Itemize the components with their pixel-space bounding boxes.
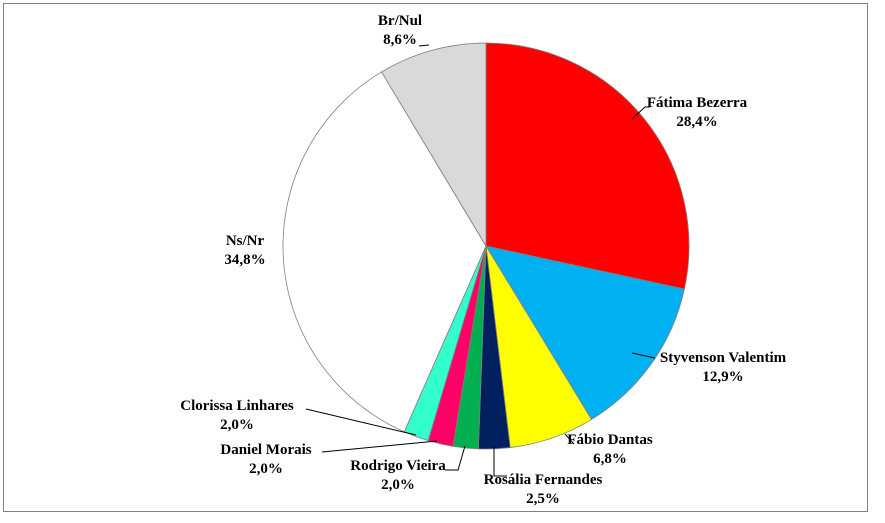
slice-name-daniel-morais: Daniel Morais [220, 442, 311, 458]
slice-label-rosalia-fernandes: Rosália Fernandes 2,5% [484, 472, 603, 507]
slice-value-clorissa-linhares: 2,0% [220, 417, 254, 433]
slice-label-fatima-bezerra: Fátima Bezerra 28,4% [647, 95, 748, 130]
slice-value-rodrigo-vieira: 2,0% [381, 477, 415, 493]
pie-slice-br-nul [381, 42, 487, 248]
slice-label-fabio-dantas: Fábio Dantas 6,8% [567, 432, 653, 467]
slice-label-styvenson-valentim: Styvenson Valentim 12,9% [660, 350, 787, 385]
slice-label-br-nul: Br/Nul 8,6% [378, 13, 422, 48]
slice-value-ns-nr: 34,8% [224, 252, 265, 268]
slice-name-br-nul: Br/Nul [378, 13, 422, 29]
slice-value-daniel-morais: 2,0% [249, 461, 283, 477]
slice-label-rodrigo-vieira: Rodrigo Vieira 2,0% [350, 458, 446, 493]
leader-line-fabio-dantas [564, 433, 575, 445]
leader-line-rosalia-fernandes [493, 446, 507, 477]
pie-slices [282, 42, 690, 450]
slice-name-rosalia-fernandes: Rosália Fernandes [484, 472, 603, 488]
slice-name-clorissa-linhares: Clorissa Linhares [180, 398, 294, 414]
leader-line-clorissa-linhares [305, 408, 417, 436]
slice-value-styvenson-valentim: 12,9% [702, 369, 743, 385]
slice-name-fabio-dantas: Fábio Dantas [567, 432, 653, 448]
leader-line-styvenson-valentim [631, 352, 656, 359]
slice-name-ns-nr: Ns/Nr [226, 233, 265, 249]
slice-label-ns-nr: Ns/Nr 34,8% [224, 233, 265, 268]
leader-line-fatima-bezerra [631, 106, 650, 120]
slice-label-clorissa-linhares: Clorissa Linhares 2,0% [180, 398, 294, 433]
slice-name-fatima-bezerra: Fátima Bezerra [647, 95, 748, 111]
leader-line-rodrigo-vieira [445, 445, 466, 471]
slice-labels: Fátima Bezerra 28,4% Styvenson Valentim 12,… [180, 13, 786, 507]
slice-value-br-nul: 8,6% [383, 32, 417, 48]
leader-line-br-nul [418, 44, 430, 47]
leader-lines [305, 44, 656, 477]
slice-value-fabio-dantas: 6,8% [593, 451, 627, 467]
slice-label-daniel-morais: Daniel Morais 2,0% [220, 442, 311, 477]
slice-name-styvenson-valentim: Styvenson Valentim [660, 350, 787, 366]
pie-slice-styvenson-valentim [485, 245, 685, 420]
slice-value-rosalia-fernandes: 2,5% [526, 491, 560, 507]
slice-name-rodrigo-vieira: Rodrigo Vieira [350, 458, 446, 474]
pie-slice-fatima-bezerra [485, 42, 690, 290]
leader-line-daniel-morais [321, 440, 438, 453]
slice-value-fatima-bezerra: 28,4% [676, 114, 717, 130]
